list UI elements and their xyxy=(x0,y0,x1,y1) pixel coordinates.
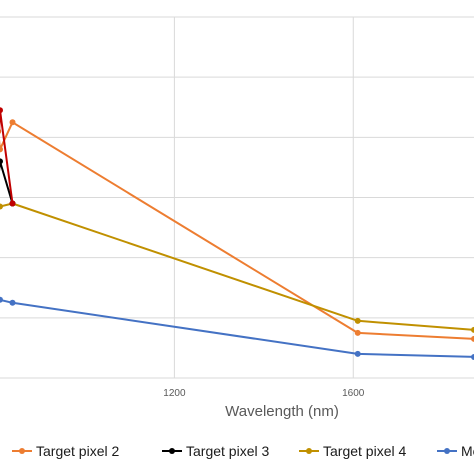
data-point xyxy=(0,203,3,210)
series-line xyxy=(0,298,474,358)
axis-layer: 1200 1600 xyxy=(0,377,474,399)
x-tick-label: 1200 xyxy=(163,388,186,399)
series-layer xyxy=(0,107,474,360)
legend-swatch-marker xyxy=(444,448,450,454)
legend-item: Me xyxy=(437,443,474,459)
data-point xyxy=(0,128,2,134)
legend-item: Target pixel 3 xyxy=(162,443,269,459)
series-line xyxy=(0,202,474,331)
series-target-pixel-2 xyxy=(0,119,474,342)
grid-layer xyxy=(0,16,474,378)
data-point xyxy=(354,329,361,336)
data-point xyxy=(9,119,16,126)
series-target-pixel-4 xyxy=(0,200,474,333)
data-point xyxy=(0,158,3,165)
legend-swatch-marker xyxy=(306,448,312,454)
data-point xyxy=(9,200,16,207)
data-point xyxy=(471,335,474,342)
data-point xyxy=(354,317,361,324)
series-me xyxy=(0,296,474,360)
data-point xyxy=(0,296,3,303)
legend-swatch-marker xyxy=(169,448,175,454)
legend: Target pixel 2 Target pixel 3 Target pixel… xyxy=(12,443,474,459)
legend-label: Target pixel 4 xyxy=(323,443,406,459)
legend-item: Target pixel 4 xyxy=(299,443,406,459)
legend-label: Target pixel 2 xyxy=(36,443,119,459)
series-line xyxy=(0,109,14,204)
data-point xyxy=(471,353,474,360)
legend-label: Me xyxy=(461,443,474,459)
data-point xyxy=(471,326,474,333)
data-point xyxy=(354,350,361,357)
legend-swatch-marker xyxy=(19,448,25,454)
data-point xyxy=(9,299,16,306)
legend-item: Target pixel 2 xyxy=(12,443,119,459)
data-point xyxy=(0,146,3,153)
x-tick-label: 1600 xyxy=(342,388,365,399)
series-line xyxy=(0,121,474,340)
data-point xyxy=(0,107,3,114)
series-unlabeled xyxy=(0,107,16,207)
series-line xyxy=(0,160,14,204)
x-axis-title: Wavelength (nm) xyxy=(225,403,339,420)
legend-label: Target pixel 3 xyxy=(186,443,269,459)
